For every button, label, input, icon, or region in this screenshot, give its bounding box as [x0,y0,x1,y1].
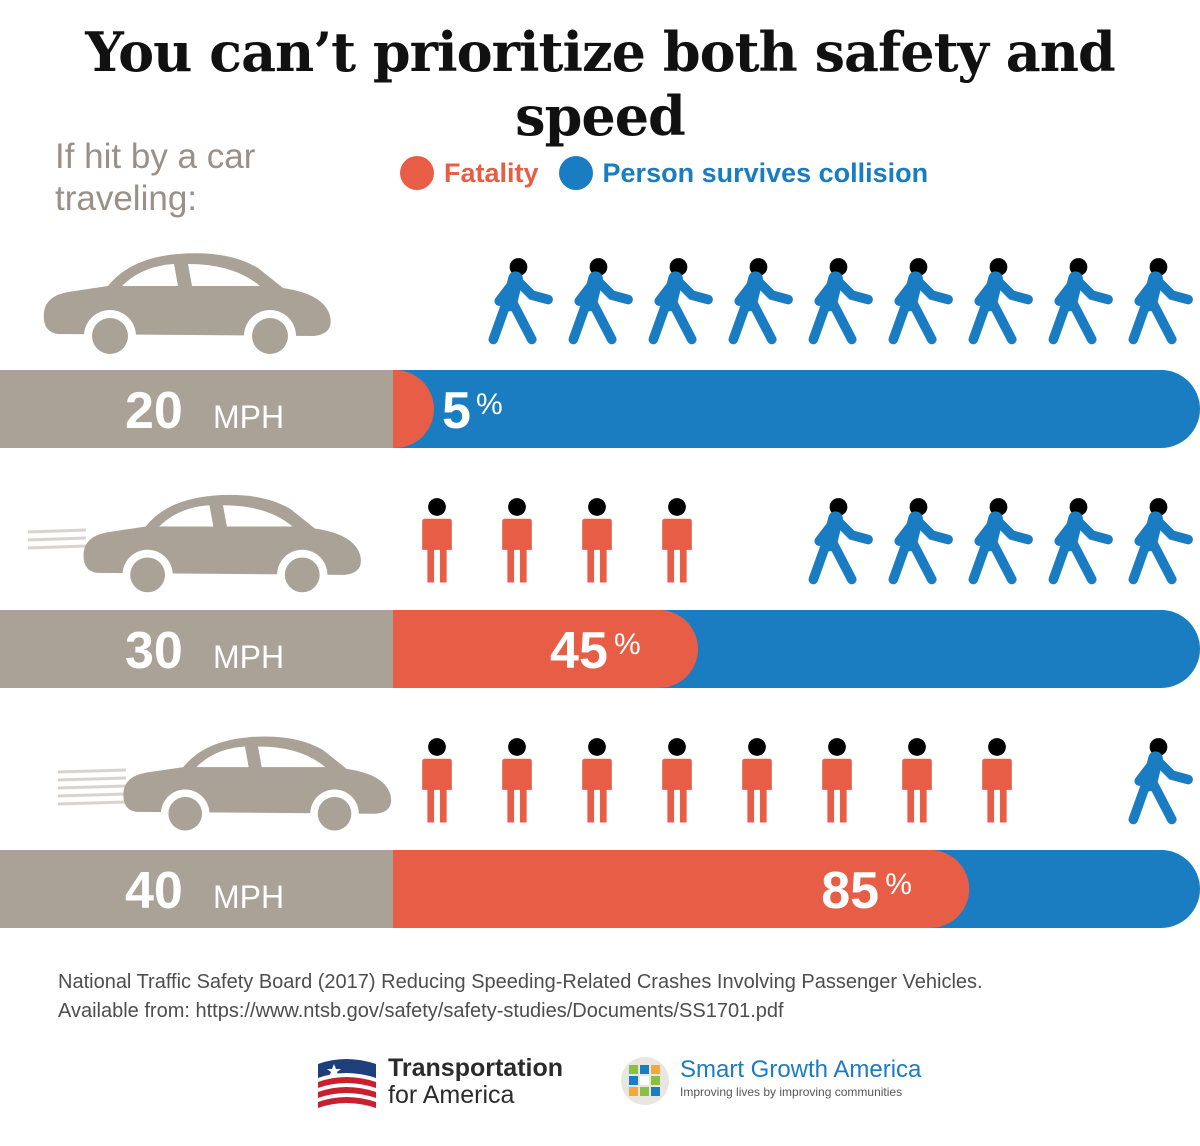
page-title: You can’t prioritize both safety and spe… [85,20,1115,148]
person-icon [573,258,628,339]
source-line-1: National Traffic Safety Board (2017) Red… [58,971,983,993]
speed-bar [0,850,393,928]
person-icon [502,738,532,823]
percent-sign: % [885,868,912,901]
fatality-percent-label: 45 [550,622,608,680]
fatality-percent-label: 85 [821,862,879,920]
pictogram-chart: 20 MPH 5 % 30 MPH 45 % 40 MPH 85% [0,0,1200,928]
person-icon [982,738,1012,823]
percent-sign: % [476,388,503,421]
percent-sign: % [614,628,641,661]
motion-line [57,784,127,790]
flag-icon [318,1059,376,1108]
person-icon [662,738,692,823]
survives-dot-icon [558,156,593,190]
fatality-bar [393,850,970,928]
person-icon [1053,738,1108,819]
sga-grid-icon [621,1057,669,1105]
t4a-name-line1: Transportation [388,1054,564,1082]
speed-label: 40 [125,862,183,920]
speed-label: 20 [125,382,183,440]
person-icon [902,738,932,823]
speed-unit: MPH [213,399,284,435]
motion-line [27,528,87,534]
person-icon [662,498,692,583]
person-icon [1133,258,1188,339]
speed-unit: MPH [213,639,284,675]
person-icon [422,498,452,583]
person-icon [502,498,532,583]
fatality-bar [393,370,434,448]
person-icon [973,498,1028,579]
fatality-bar [393,610,699,688]
car-icon [83,494,361,600]
chart-subtitle: If hit by a car traveling: [55,137,256,218]
fatality-percent-label: 5 [442,382,471,440]
person-icon [973,258,1028,339]
motion-line [57,800,127,806]
source-citation: National Traffic Safety Board (2017) Red… [58,968,1178,1026]
person-icon [1133,498,1188,579]
person-icon [733,498,788,579]
t4a-logo: Transportation for America [316,1054,563,1110]
person-icon [813,258,868,339]
speed-bar [0,610,393,688]
person-icon [813,498,868,579]
person-icon [1053,498,1108,579]
fatality-dot-icon [400,156,434,190]
car-icon [123,736,392,838]
motion-line [57,768,127,774]
motion-line [27,544,87,550]
legend-item-fatality: Fatality [400,156,539,190]
sga-tagline: Improving lives by improving communities [680,1085,903,1099]
motion-line [57,776,127,782]
motion-line [27,536,87,542]
person-icon [422,258,452,343]
person-icon [1053,258,1108,339]
person-icon [822,738,852,823]
logos: Transportation for America Smart Growth … [0,1048,1200,1118]
legend: Fatality Person survives collision [400,155,948,191]
person-icon [733,258,788,339]
speed-unit: MPH [213,879,284,915]
speed-bar [0,370,393,448]
person-icon [582,738,612,823]
person-icon [742,738,772,823]
sga-name: Smart Growth America [680,1056,922,1083]
person-icon [582,498,612,583]
car-icon [43,253,331,362]
legend-item-survives: Person survives collision [558,156,929,190]
legend-label-fatality: Fatality [444,157,539,188]
person-icon [493,258,548,339]
survives-bar [393,370,1200,448]
person-icon [1133,738,1188,819]
person-icon [893,258,948,339]
speed-label: 30 [125,622,183,680]
motion-line [57,792,127,798]
sga-logo: Smart Growth America Improving lives by … [620,1056,921,1106]
source-line-2: Available from: https://www.ntsb.gov/saf… [58,1000,784,1022]
t4a-name-line2: for America [388,1081,515,1109]
person-icon [422,738,452,823]
person-icon [893,498,948,579]
legend-label-survives: Person survives collision [602,157,929,188]
person-icon [653,258,708,339]
